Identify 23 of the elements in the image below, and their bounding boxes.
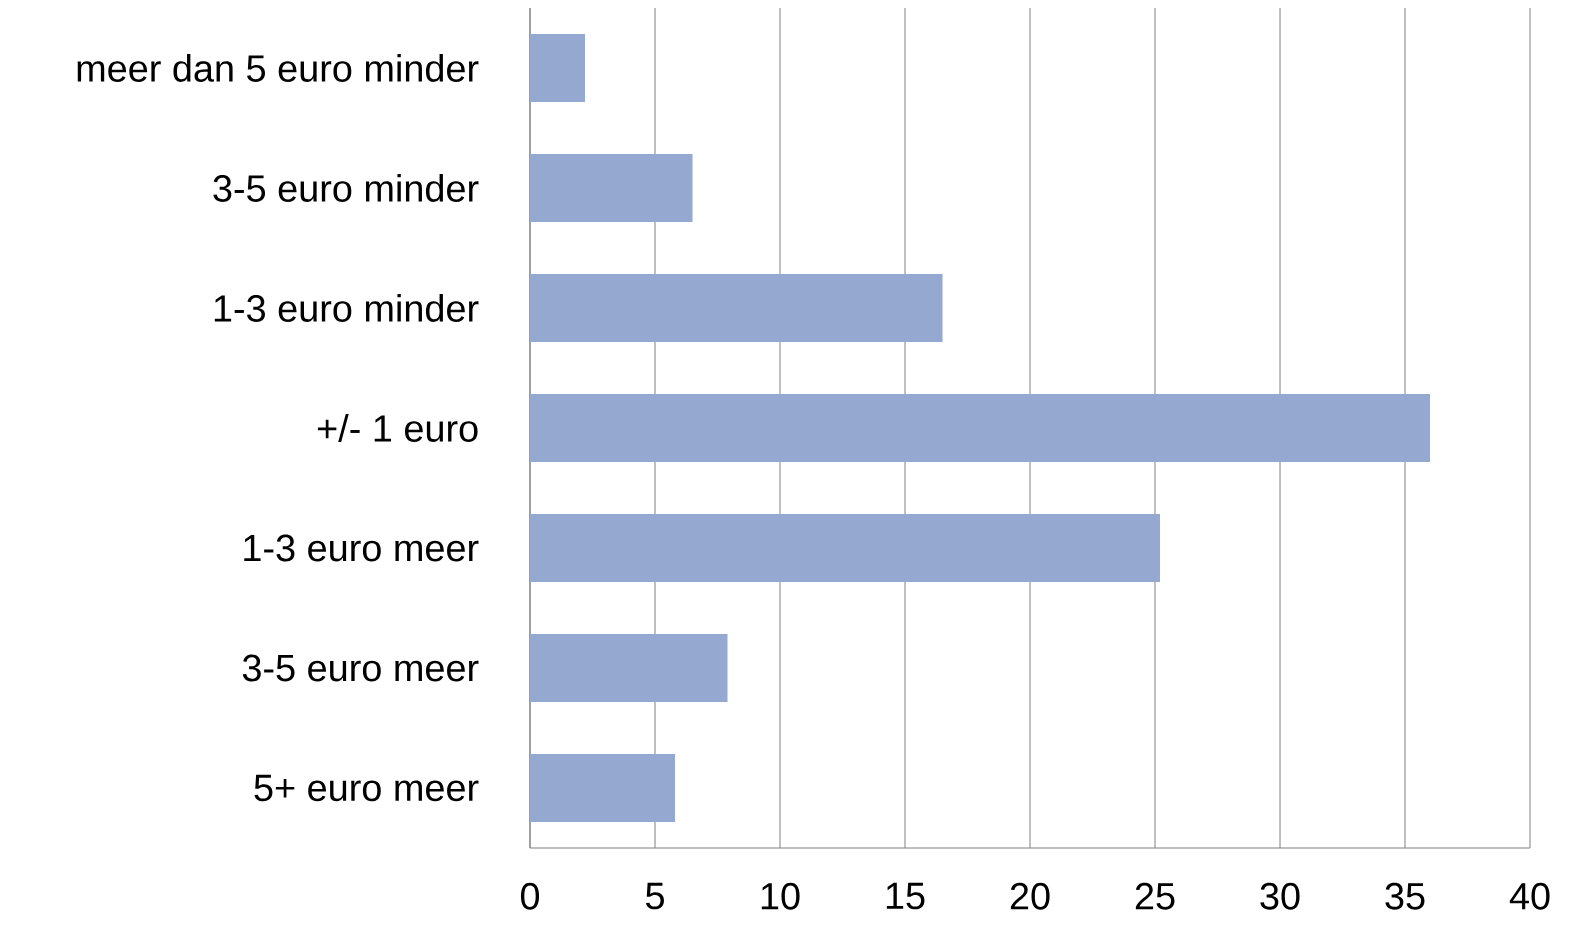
bar xyxy=(530,153,693,222)
bar xyxy=(530,33,586,102)
x-tick-label: 30 xyxy=(1260,882,1300,910)
y-tick-label: +/- 1 euro xyxy=(317,414,478,442)
x-tick-label: 5 xyxy=(646,882,664,910)
bar xyxy=(530,274,943,342)
bar xyxy=(530,394,1431,462)
bar xyxy=(530,514,1161,582)
x-tick-label: 20 xyxy=(1010,882,1050,910)
y-tick-label: 3-5 euro meer xyxy=(242,654,479,682)
x-tick-label: 0 xyxy=(520,882,540,910)
bar xyxy=(530,634,728,702)
y-tick-label: 3-5 euro minder xyxy=(213,174,479,202)
y-tick-label: meer dan 5 euro minder xyxy=(77,54,479,82)
x-tick-label: 10 xyxy=(761,882,800,910)
y-tick-label: 5+ euro meer xyxy=(254,774,479,802)
x-tick-label: 25 xyxy=(1135,882,1175,910)
bar xyxy=(530,754,676,823)
x-tick-label: 15 xyxy=(886,882,925,910)
x-tick-label: 40 xyxy=(1509,882,1550,910)
x-tick-label: 35 xyxy=(1385,882,1425,910)
y-tick-label: 1-3 euro meer xyxy=(244,534,479,562)
y-tick-label: 1-3 euro minder xyxy=(214,294,479,322)
